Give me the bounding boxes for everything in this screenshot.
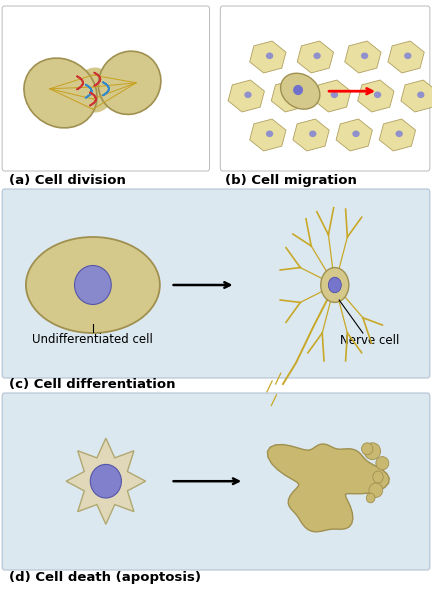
Ellipse shape — [362, 443, 373, 455]
Ellipse shape — [98, 51, 161, 115]
Ellipse shape — [26, 237, 160, 333]
Polygon shape — [66, 438, 146, 524]
Polygon shape — [401, 80, 432, 112]
Polygon shape — [388, 41, 424, 73]
Polygon shape — [358, 80, 394, 112]
Text: Nerve cell: Nerve cell — [340, 334, 399, 347]
Ellipse shape — [90, 464, 121, 498]
Polygon shape — [250, 41, 286, 73]
Ellipse shape — [366, 493, 375, 503]
Polygon shape — [271, 80, 308, 112]
Ellipse shape — [352, 130, 359, 137]
Ellipse shape — [76, 67, 114, 113]
Ellipse shape — [364, 443, 381, 460]
FancyBboxPatch shape — [2, 6, 210, 171]
Text: (b) Cell migration: (b) Cell migration — [225, 174, 356, 187]
FancyBboxPatch shape — [2, 189, 430, 378]
Ellipse shape — [293, 85, 303, 95]
Polygon shape — [379, 119, 416, 151]
Ellipse shape — [287, 91, 295, 98]
Ellipse shape — [361, 52, 368, 59]
Text: Undifferentiated cell: Undifferentiated cell — [32, 333, 153, 346]
Ellipse shape — [374, 91, 381, 98]
Ellipse shape — [373, 471, 383, 483]
Ellipse shape — [330, 91, 338, 98]
Ellipse shape — [245, 91, 251, 98]
Ellipse shape — [369, 483, 383, 497]
Polygon shape — [228, 80, 264, 112]
Ellipse shape — [328, 277, 341, 293]
Polygon shape — [293, 119, 329, 151]
Ellipse shape — [395, 130, 403, 137]
Ellipse shape — [24, 58, 97, 128]
Polygon shape — [297, 41, 334, 73]
Ellipse shape — [376, 457, 389, 470]
Ellipse shape — [321, 268, 349, 302]
Ellipse shape — [266, 130, 273, 137]
Polygon shape — [345, 41, 381, 73]
Polygon shape — [267, 444, 389, 532]
Ellipse shape — [313, 52, 321, 59]
Ellipse shape — [309, 130, 316, 137]
Text: (a) Cell division: (a) Cell division — [9, 174, 126, 187]
FancyBboxPatch shape — [2, 393, 430, 570]
Ellipse shape — [74, 265, 111, 304]
Text: (d) Cell death (apoptosis): (d) Cell death (apoptosis) — [9, 571, 200, 584]
Text: (c) Cell differentiation: (c) Cell differentiation — [9, 378, 175, 391]
Polygon shape — [250, 119, 286, 151]
Polygon shape — [314, 80, 351, 112]
Ellipse shape — [404, 52, 411, 59]
Polygon shape — [336, 119, 372, 151]
FancyBboxPatch shape — [220, 6, 430, 171]
Ellipse shape — [266, 52, 273, 59]
Ellipse shape — [417, 91, 424, 98]
Ellipse shape — [281, 73, 320, 109]
